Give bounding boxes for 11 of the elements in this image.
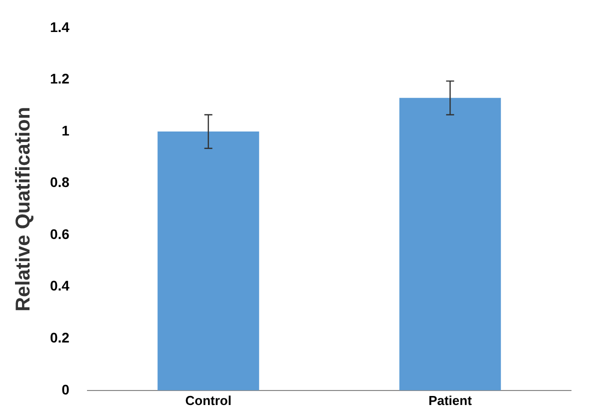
y-tick-label: 1.4 <box>50 18 70 35</box>
y-axis-title: Relative Quatification <box>12 106 35 312</box>
y-tick-label: 0.4 <box>50 278 70 294</box>
y-tick-label: 1 <box>62 122 70 138</box>
y-tick-label: 0.8 <box>50 174 70 190</box>
y-tick-label: 1.2 <box>50 70 70 87</box>
x-tick-label: Control <box>185 392 232 408</box>
x-tick-label: Patient <box>428 392 472 408</box>
y-tick-label: 0 <box>62 381 70 398</box>
y-tick-label: 0.6 <box>50 226 70 242</box>
y-tick-label: 0.2 <box>50 329 70 346</box>
